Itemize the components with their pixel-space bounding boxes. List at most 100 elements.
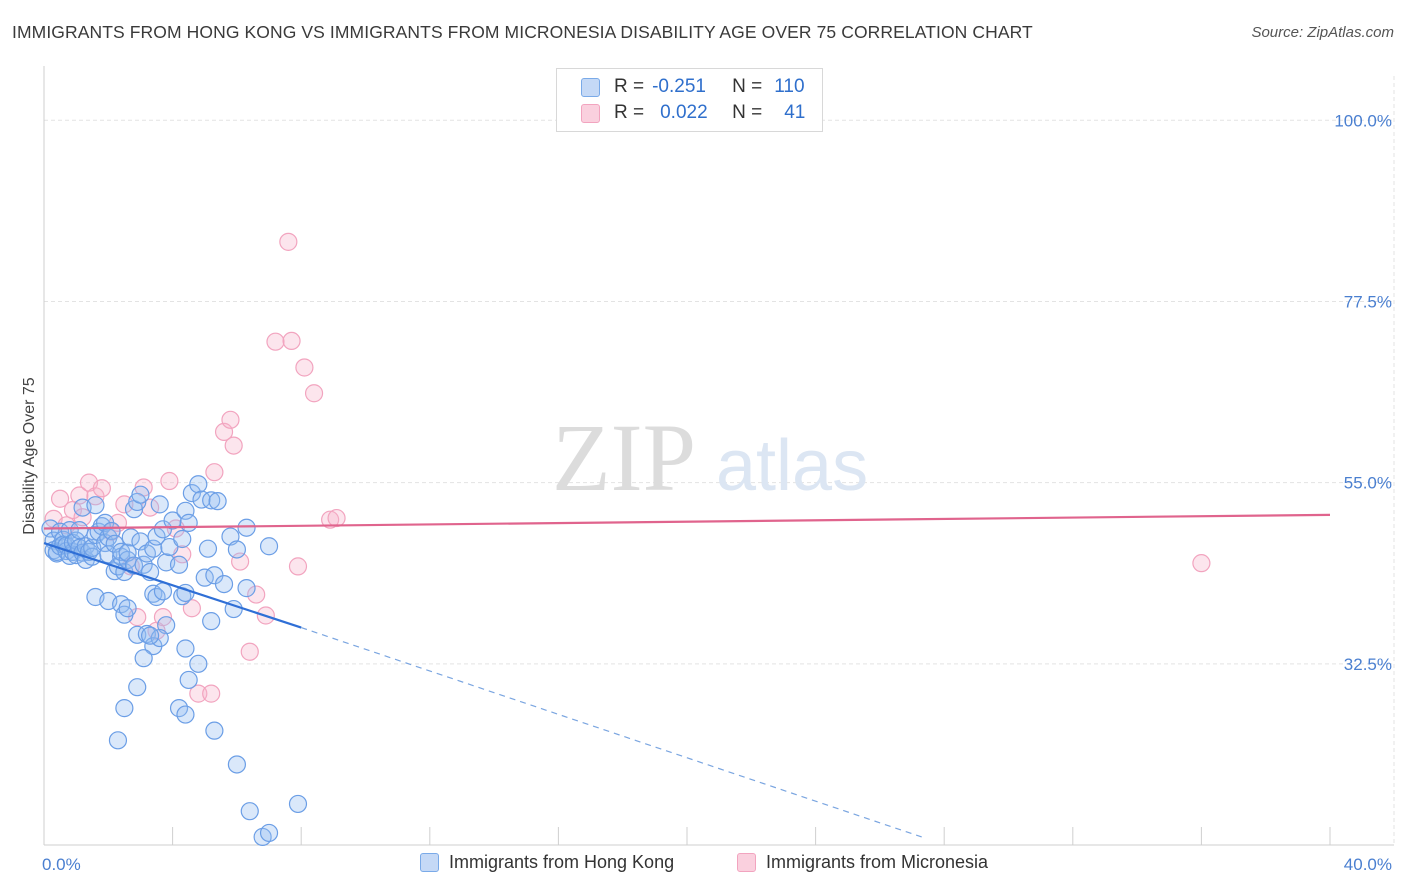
legend-n-value: 41	[784, 102, 806, 123]
data-point-micronesia	[92, 479, 111, 498]
data-point-hong-kong	[202, 612, 221, 631]
data-point-hong-kong	[128, 625, 147, 644]
data-point-hong-kong	[108, 731, 128, 750]
data-point-micronesia	[288, 557, 308, 576]
bottom-legend-micronesia: Immigrants from Micronesia	[737, 852, 988, 873]
legend-n-label: N =	[732, 102, 763, 123]
data-point-hong-kong	[179, 513, 198, 532]
data-point-hong-kong	[176, 705, 195, 724]
data-point-micronesia	[247, 585, 266, 604]
data-point-hong-kong	[121, 528, 140, 547]
data-point-hong-kong	[169, 555, 189, 574]
bottom-legend-label-hong-kong: Immigrants from Hong Kong	[449, 852, 675, 872]
data-point-hong-kong	[192, 490, 211, 509]
trend-line-hong-kong-extension	[301, 627, 922, 838]
data-point-hong-kong	[189, 654, 208, 673]
legend-r-value: 0.022	[660, 102, 708, 123]
data-point-hong-kong	[134, 555, 153, 574]
data-point-hong-kong	[237, 579, 256, 598]
bottom-legend-hong-kong: Immigrants from Hong Kong	[420, 852, 674, 873]
data-point-hong-kong	[240, 802, 259, 821]
legend-swatch-hong-kong	[581, 77, 600, 97]
data-point-micronesia	[327, 508, 346, 528]
watermark: ZIP atlas	[552, 404, 868, 511]
legend-n-value: 110	[774, 76, 805, 97]
data-point-hong-kong	[86, 496, 105, 515]
y-tick-label: 32.5%	[1344, 655, 1392, 674]
bottom-legend-swatch-hong-kong	[420, 853, 439, 872]
data-point-hong-kong	[140, 626, 160, 645]
data-point-micronesia	[221, 410, 240, 429]
data-point-hong-kong	[70, 521, 89, 540]
source-label: Source: ZipAtlas.com	[1251, 24, 1394, 41]
data-point-hong-kong	[237, 518, 256, 537]
legend-n-label: N =	[732, 76, 763, 97]
x-tick-label-max: 40.0%	[1344, 855, 1392, 874]
data-point-hong-kong	[227, 755, 246, 774]
data-point-hong-kong	[134, 649, 153, 668]
data-point-micronesia	[321, 510, 340, 529]
watermark-zip: ZIP	[552, 404, 696, 511]
data-point-micronesia	[266, 332, 285, 351]
trend-line-hong-kong	[43, 541, 302, 629]
data-point-hong-kong	[173, 529, 192, 549]
data-point-hong-kong	[118, 599, 137, 618]
data-point-hong-kong	[208, 492, 227, 511]
legend-r-label: R =	[614, 102, 645, 123]
data-point-micronesia	[279, 232, 298, 251]
data-point-micronesia	[202, 684, 221, 703]
data-point-hong-kong	[115, 699, 134, 718]
data-point-micronesia	[189, 684, 208, 703]
x-tick-label-min: 0.0%	[42, 855, 81, 874]
data-point-hong-kong	[198, 539, 218, 558]
trend-lines	[43, 513, 1331, 838]
data-point-hong-kong	[259, 823, 279, 843]
data-point-hong-kong	[124, 556, 144, 575]
data-point-hong-kong	[131, 485, 150, 504]
data-point-micronesia	[304, 384, 324, 403]
data-point-hong-kong	[288, 794, 308, 814]
bottom-legend-label-micronesia: Immigrants from Micronesia	[766, 852, 989, 872]
legend-r-label: R =	[614, 76, 645, 97]
correlation-legend: R = -0.251 N = 110 R = 0.022 N = 41	[556, 68, 823, 132]
y-tick-labels: 100.0% 77.5% 55.0% 32.5%	[1334, 111, 1392, 674]
axes	[43, 66, 1394, 846]
trend-line-micronesia	[43, 513, 1331, 530]
legend-r-value: -0.251	[652, 76, 706, 97]
x-tick-labels: 0.0% 40.0%	[42, 855, 1392, 874]
data-point-micronesia	[70, 486, 89, 505]
data-point-micronesia	[205, 463, 224, 482]
data-point-hong-kong	[160, 537, 179, 557]
data-point-hong-kong	[179, 670, 198, 690]
data-point-micronesia	[282, 331, 301, 351]
data-point-hong-kong	[153, 582, 173, 601]
legend-row-micronesia: R = 0.022 N = 41	[581, 100, 805, 126]
data-point-micronesia	[160, 471, 179, 491]
data-point-hong-kong	[214, 574, 234, 594]
watermark-atlas: atlas	[716, 426, 868, 506]
data-point-micronesia	[224, 436, 243, 455]
y-tick-label: 55.0%	[1344, 474, 1392, 493]
legend-row-hong-kong: R = -0.251 N = 110	[581, 74, 805, 100]
data-point-micronesia	[240, 642, 259, 661]
y-tick-label: 100.0%	[1334, 111, 1392, 130]
data-point-hong-kong	[144, 539, 163, 558]
data-point-micronesia	[182, 599, 201, 618]
data-point-hong-kong	[128, 678, 147, 697]
data-point-hong-kong	[202, 491, 221, 510]
data-point-hong-kong	[259, 537, 279, 556]
series-micronesia	[44, 232, 1211, 703]
data-point-micronesia	[295, 358, 314, 377]
data-point-micronesia	[231, 552, 250, 571]
data-point-hong-kong	[176, 639, 195, 658]
legend-swatch-micronesia	[581, 103, 600, 123]
y-tick-label: 77.5%	[1344, 292, 1392, 311]
data-point-micronesia	[50, 489, 70, 508]
data-point-hong-kong	[205, 721, 224, 740]
bottom-legend-swatch-micronesia	[737, 853, 756, 872]
y-axis-label: Disability Age Over 75	[21, 377, 38, 535]
data-point-micronesia	[1192, 554, 1211, 573]
data-point-hong-kong	[169, 699, 189, 718]
data-point-hong-kong	[189, 475, 208, 494]
